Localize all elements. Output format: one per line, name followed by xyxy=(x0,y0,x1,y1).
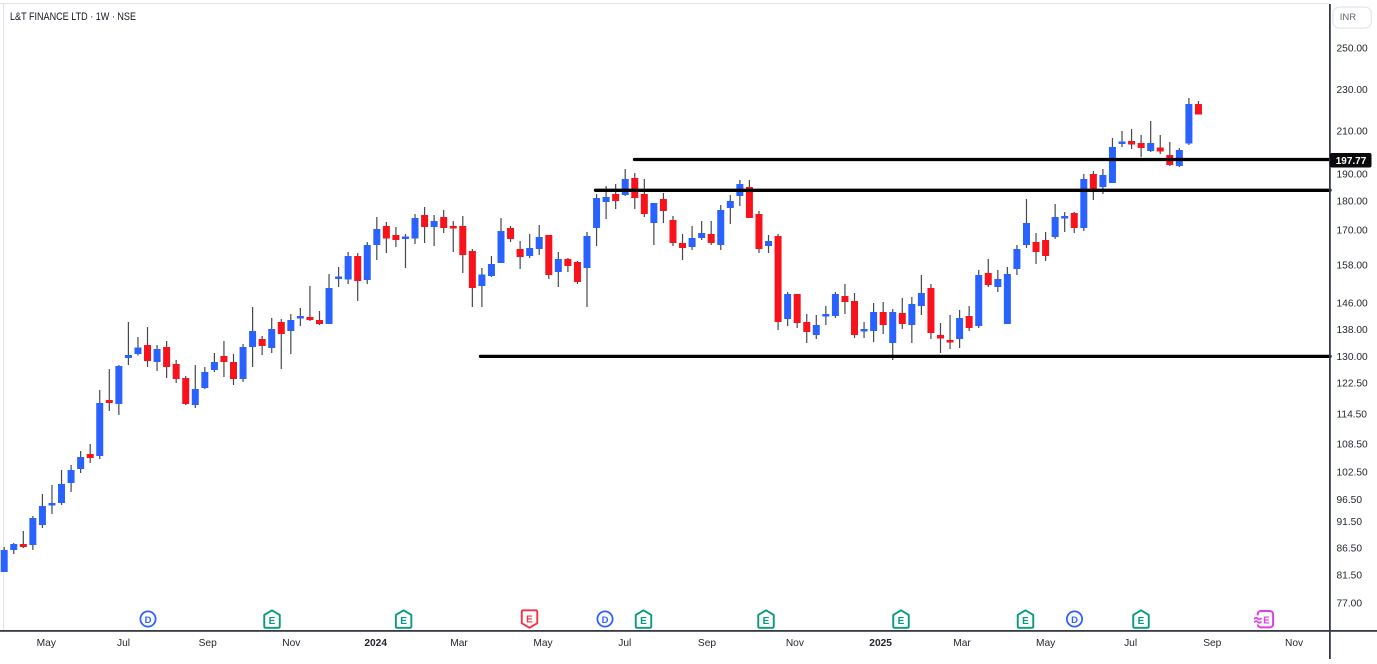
svg-text:180.00: 180.00 xyxy=(1337,197,1368,208)
svg-text:E: E xyxy=(269,616,276,627)
svg-text:197.77: 197.77 xyxy=(1336,156,1367,167)
svg-text:77.00: 77.00 xyxy=(1337,599,1363,610)
svg-text:Mar: Mar xyxy=(953,638,971,649)
svg-text:E: E xyxy=(640,616,647,627)
svg-text:D: D xyxy=(1071,615,1078,626)
svg-text:Nov: Nov xyxy=(1285,638,1304,649)
svg-text:D: D xyxy=(602,615,609,626)
svg-text:Sep: Sep xyxy=(199,638,217,649)
svg-text:Nov: Nov xyxy=(786,638,805,649)
svg-text:170.00: 170.00 xyxy=(1337,226,1368,237)
svg-text:81.50: 81.50 xyxy=(1337,570,1363,581)
svg-text:190.00: 190.00 xyxy=(1337,170,1368,181)
svg-text:May: May xyxy=(533,638,553,649)
svg-text:138.00: 138.00 xyxy=(1337,325,1368,336)
svg-text:Jul: Jul xyxy=(117,638,130,649)
svg-text:158.00: 158.00 xyxy=(1337,261,1368,272)
svg-text:May: May xyxy=(37,638,57,649)
svg-text:130.00: 130.00 xyxy=(1337,352,1368,363)
svg-text:2024: 2024 xyxy=(364,638,387,649)
svg-text:Jul: Jul xyxy=(618,638,631,649)
svg-text:E: E xyxy=(1022,616,1029,627)
svg-text:E: E xyxy=(898,616,905,627)
svg-text:250.00: 250.00 xyxy=(1337,44,1368,55)
svg-text:Jul: Jul xyxy=(1124,638,1137,649)
svg-text:122.50: 122.50 xyxy=(1337,379,1368,390)
svg-text:114.50: 114.50 xyxy=(1337,409,1368,420)
svg-text:Nov: Nov xyxy=(282,638,301,649)
svg-text:108.50: 108.50 xyxy=(1337,440,1368,451)
svg-text:Mar: Mar xyxy=(450,638,468,649)
svg-text:210.00: 210.00 xyxy=(1337,127,1368,138)
svg-text:Sep: Sep xyxy=(1203,638,1221,649)
svg-text:E: E xyxy=(400,616,407,627)
svg-text:86.50: 86.50 xyxy=(1337,544,1363,555)
svg-text:102.50: 102.50 xyxy=(1337,467,1368,478)
svg-text:91.50: 91.50 xyxy=(1337,517,1363,528)
svg-text:230.00: 230.00 xyxy=(1337,85,1368,96)
svg-text:INR: INR xyxy=(1340,12,1357,23)
svg-text:D: D xyxy=(145,615,152,626)
svg-text:L&T FINANCE LTD · 1W · NSE: L&T FINANCE LTD · 1W · NSE xyxy=(10,11,136,23)
svg-text:146.00: 146.00 xyxy=(1337,299,1368,310)
svg-text:96.50: 96.50 xyxy=(1337,495,1363,506)
svg-text:E: E xyxy=(763,616,770,627)
svg-text:E: E xyxy=(1263,615,1270,626)
svg-text:May: May xyxy=(1036,638,1056,649)
svg-text:Sep: Sep xyxy=(698,638,716,649)
svg-text:E: E xyxy=(526,615,533,626)
svg-text:E: E xyxy=(1138,616,1145,627)
svg-text:2025: 2025 xyxy=(869,638,892,649)
